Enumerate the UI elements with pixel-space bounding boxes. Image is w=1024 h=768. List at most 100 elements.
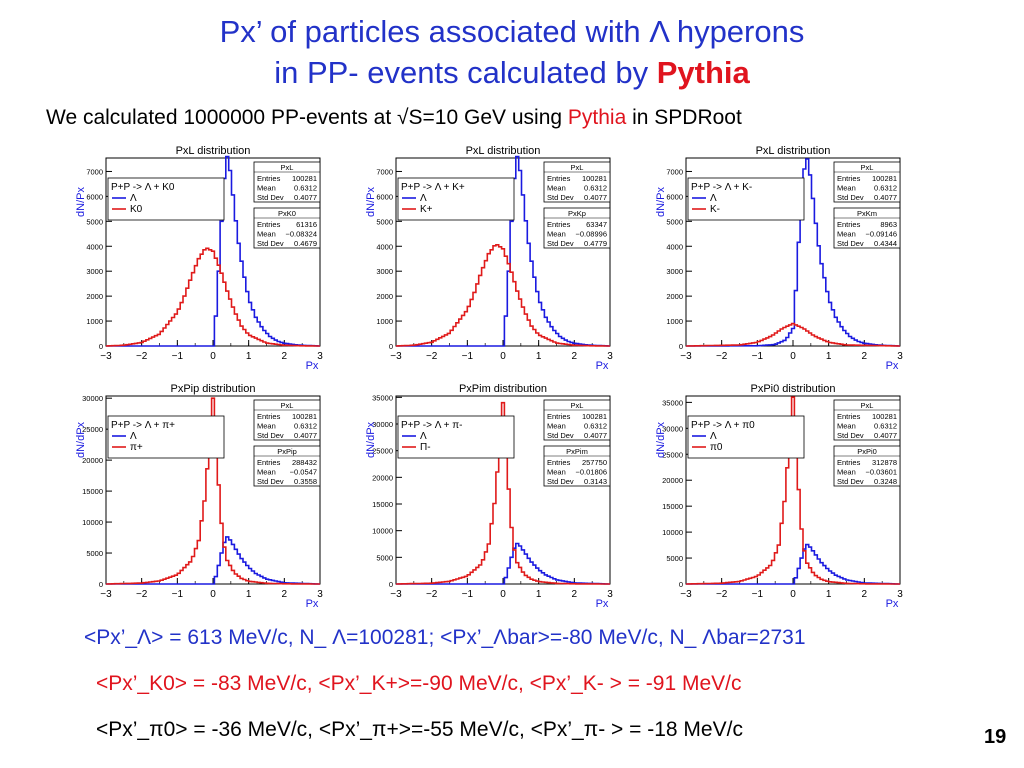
x-tick-label: 2 (282, 351, 288, 362)
x-tick-label: 3 (317, 589, 323, 600)
stats-key: Mean (547, 422, 566, 431)
y-tick-label: 0 (99, 342, 103, 351)
y-tick-label: 30000 (82, 394, 103, 403)
stats-key: Std Dev (837, 193, 864, 202)
legend: P+P -> Λ + π+Λπ+ (107, 415, 225, 459)
y-tick-label: 0 (389, 342, 393, 351)
stats-value: −0.0547 (290, 468, 317, 477)
stats-value: 0.4077 (584, 193, 607, 202)
y-tick-label: 0 (99, 580, 103, 589)
stats-key: Mean (257, 468, 276, 477)
page-number: 19 (984, 726, 1007, 748)
y-tick-label: 15000 (662, 502, 683, 511)
legend: P+P -> Λ + K+ΛK+ (397, 177, 515, 221)
x-tick-label: −3 (100, 589, 112, 600)
y-tick-label: 30000 (372, 420, 393, 429)
x-tick-label: 2 (572, 351, 578, 362)
y-tick-label: 35000 (372, 393, 393, 402)
y-tick-label: 0 (679, 342, 683, 351)
y-tick-label: 20000 (82, 456, 103, 465)
stats-key: Std Dev (837, 431, 864, 440)
title-pythia-highlight: Pythia (656, 55, 750, 90)
stats-key: Std Dev (257, 431, 284, 440)
stats-box-frame (833, 207, 901, 249)
stats-key: Std Dev (837, 239, 864, 248)
stats-key: Std Dev (547, 193, 574, 202)
x-axis-label: Px (306, 598, 319, 610)
plot-title: PxPi0 distribution (751, 383, 836, 395)
stats-key: Entries (837, 220, 861, 229)
x-axis-label: Px (886, 598, 899, 610)
stats-value: 0.4077 (584, 431, 607, 440)
legend-entry: π+ (130, 442, 143, 453)
slide-title-line1: Px’ of particles associated with Λ hyper… (219, 14, 805, 49)
stats-value: 0.6312 (294, 422, 317, 431)
slide-subtitle: We calculated 1000000 PP-events at √S=10… (46, 106, 742, 130)
stats-box-frame (543, 207, 611, 249)
stats-key: Mean (547, 184, 566, 193)
stats-value: 0.4077 (874, 193, 897, 202)
stats-value: 257750 (582, 458, 607, 467)
stats-value: 0.6312 (874, 422, 897, 431)
series-partner-histogram (396, 401, 610, 585)
x-tick-label: −2 (426, 351, 438, 362)
legend: P+P -> Λ + π-ΛΠ- (397, 415, 515, 459)
series-partner-histogram (686, 396, 900, 585)
stats-key: Entries (837, 174, 861, 183)
y-tick-label: 20000 (372, 473, 393, 482)
legend-entry: K0 (130, 204, 143, 215)
legend-box (107, 177, 225, 221)
x-tick-label: −2 (136, 351, 148, 362)
summary-lambda-line: <Px’_Λ> = 613 MeV/c, N_ Λ=100281; <Px’_Λ… (84, 626, 806, 649)
stats-key: Mean (837, 230, 856, 239)
y-tick-label: 0 (389, 580, 393, 589)
legend-entry: Λ (420, 193, 427, 204)
legend-entry: Λ (130, 431, 137, 442)
x-tick-label: 3 (607, 589, 613, 600)
stats-value: −0.01806 (576, 468, 608, 477)
x-tick-label: −3 (390, 351, 402, 362)
summary-pion-line: <Px’_π0> = -36 MeV/c, <Px’_π+>=-55 MeV/c… (96, 718, 743, 741)
legend-entry: Λ (710, 431, 717, 442)
legend-header: P+P -> Λ + π0 (691, 420, 755, 431)
y-tick-label: 15000 (372, 500, 393, 509)
plot-title: PxL distribution (756, 145, 831, 157)
y-tick-label: 5000 (86, 549, 103, 558)
stats-value: 0.6312 (874, 184, 897, 193)
stats-name: PxK0 (278, 209, 296, 218)
stats-value: 288432 (292, 458, 317, 467)
series-partner-histogram (106, 397, 320, 585)
series-lambda-histogram (396, 155, 610, 347)
histogram-panel-lambda-k0: PxL distribution −3 −2 −1 0 1 2 3 0 1000 2000 3000 4… (75, 145, 323, 372)
stats-name: PxL (281, 163, 294, 172)
stats-value: 0.6312 (584, 184, 607, 193)
histogram-panel-lambda-piminus: PxPim distribution −3 −2 −1 0 1 2 3 0 5000 10000 15… (365, 383, 613, 610)
stats-value: 312878 (872, 458, 897, 467)
y-tick-label: 7000 (666, 167, 683, 176)
legend-entry: Π- (420, 442, 431, 453)
x-tick-label: 0 (210, 351, 216, 362)
y-axis-label: dN/Px (655, 187, 667, 217)
stats-name: PxL (571, 163, 584, 172)
x-tick-label: 0 (210, 589, 216, 600)
stats-value: 100281 (582, 412, 607, 421)
x-tick-label: 3 (897, 351, 903, 362)
y-axis-label: dN/Px (75, 187, 87, 217)
stats-key: Entries (837, 458, 861, 467)
stats-key: Std Dev (547, 239, 574, 248)
stats-value: 0.4077 (294, 193, 317, 202)
y-tick-label: 4000 (86, 242, 103, 251)
stats-key: Entries (257, 174, 281, 183)
x-tick-label: 0 (790, 589, 796, 600)
stats-box-frame (543, 445, 611, 487)
x-tick-label: 2 (862, 351, 868, 362)
subtitle-pythia-highlight: Pythia (567, 106, 627, 129)
y-tick-label: 10000 (662, 528, 683, 537)
y-tick-label: 25000 (662, 450, 683, 459)
stats-box-frame (253, 445, 321, 487)
stats-value: 100281 (872, 174, 897, 183)
x-tick-label: 1 (536, 351, 542, 362)
x-tick-label: 1 (246, 589, 252, 600)
